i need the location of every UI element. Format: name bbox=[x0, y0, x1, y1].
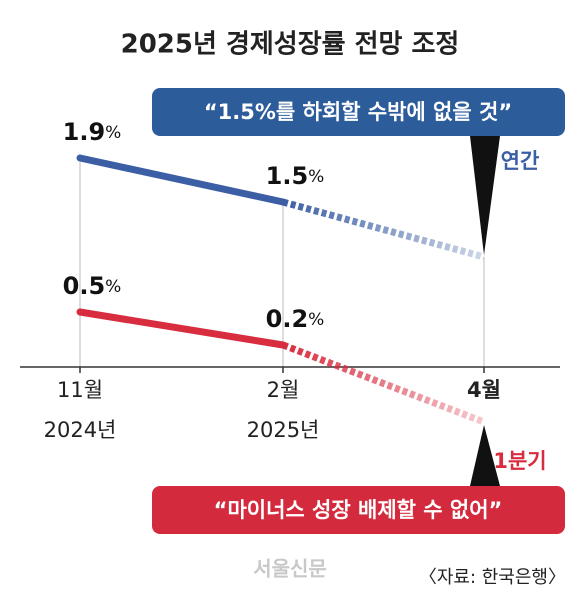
pointer bbox=[470, 136, 500, 255]
projection-line bbox=[281, 341, 486, 426]
projection-line bbox=[282, 198, 485, 261]
pointer bbox=[470, 425, 500, 486]
series-label: 1분기 bbox=[493, 449, 546, 473]
annotation-box bbox=[152, 486, 565, 534]
x-tick-label: 2025년 bbox=[247, 418, 320, 442]
x-tick-label: 4월 bbox=[467, 378, 501, 402]
annotation-box bbox=[152, 88, 565, 136]
data-label: 1.5% bbox=[266, 162, 325, 190]
x-tick-label: 2월 bbox=[267, 378, 300, 402]
series-label: 연간 bbox=[501, 149, 540, 173]
data-label: 1.9% bbox=[63, 118, 122, 146]
line bbox=[76, 154, 287, 206]
annotation: “마이너스 성장 배제할 수 없어” bbox=[214, 498, 503, 522]
line bbox=[76, 308, 287, 349]
logo: 서울신문 bbox=[253, 557, 327, 581]
data-label: 0.2% bbox=[266, 305, 325, 333]
annotation: “1.5%를 하회할 수밖에 없을 것” bbox=[204, 100, 512, 124]
source: 〈자료: 한국은행〉 bbox=[419, 567, 566, 588]
x-tick-label: 11월 bbox=[57, 378, 103, 402]
data-label: 0.5% bbox=[63, 272, 122, 300]
plot-area: 11월 2024년 2월 2025년 4월 1.9% 1.5% 0.5% 0.2% bbox=[20, 118, 560, 442]
chart-title: 2025년 경제성장률 전망 조정 bbox=[121, 30, 460, 60]
x-tick-label: 2024년 bbox=[44, 418, 117, 442]
